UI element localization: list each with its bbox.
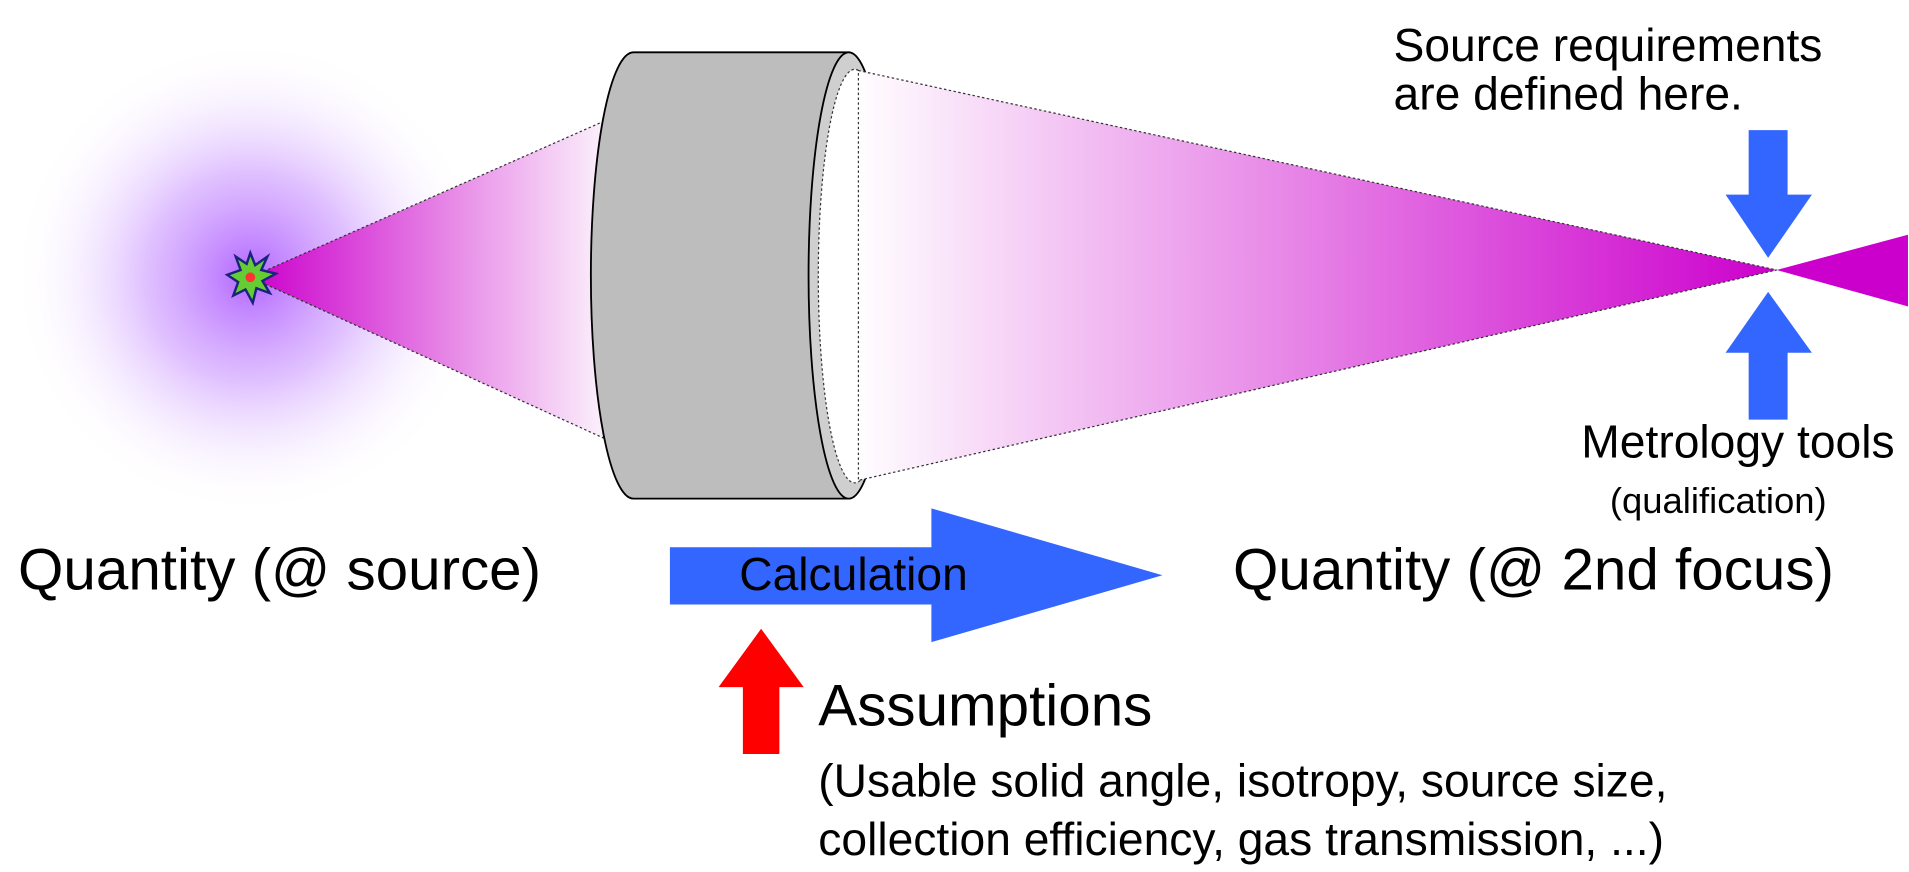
right-quantity: Quantity (@ 2nd focus) (1233, 537, 1834, 602)
page: Source requirements are defined here. Me… (0, 0, 1909, 872)
metrology-label: Metrology tools (1581, 415, 1894, 467)
down-arrow (1726, 130, 1812, 258)
up-arrow (1726, 292, 1812, 420)
assumptions-title: Assumptions (818, 674, 1152, 739)
assumptions-line: (Usable solid angle, isotropy, source si… (818, 755, 1667, 807)
source-core (245, 272, 255, 282)
assumption-arrow (719, 629, 804, 754)
left-quantity: Quantity (@ source) (18, 537, 541, 602)
metrology-sublabel: (qualification) (1610, 480, 1827, 521)
arrow-label: Calculation (739, 548, 968, 600)
diverging-cone (1777, 235, 1908, 307)
assumptions-line: collection efficiency, gas transmission,… (818, 813, 1664, 865)
source-note: Source requirements (1394, 19, 1823, 71)
source-note: are defined here. (1394, 67, 1743, 119)
diagram: Source requirements are defined here. Me… (0, 0, 1909, 872)
